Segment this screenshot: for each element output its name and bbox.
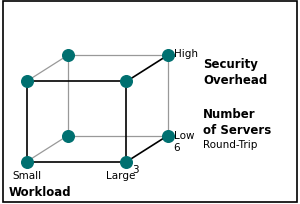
Point [65, 134, 70, 138]
Text: 6: 6 [173, 142, 180, 152]
Point [65, 54, 70, 58]
FancyBboxPatch shape [3, 2, 297, 202]
Text: Large: Large [106, 170, 135, 180]
Point [124, 160, 129, 164]
Point [24, 80, 29, 84]
Text: Number
of Servers: Number of Servers [203, 108, 271, 136]
Point [124, 80, 129, 84]
Text: Small: Small [12, 170, 41, 180]
Text: Workload: Workload [9, 185, 71, 198]
Text: Security
Overhead: Security Overhead [203, 58, 267, 86]
Text: Round-Trip: Round-Trip [203, 139, 257, 149]
Text: High: High [173, 49, 197, 59]
Text: 3: 3 [132, 164, 139, 174]
Point [165, 54, 170, 58]
Point [165, 134, 170, 138]
Text: Low: Low [173, 130, 194, 140]
Point [24, 160, 29, 164]
